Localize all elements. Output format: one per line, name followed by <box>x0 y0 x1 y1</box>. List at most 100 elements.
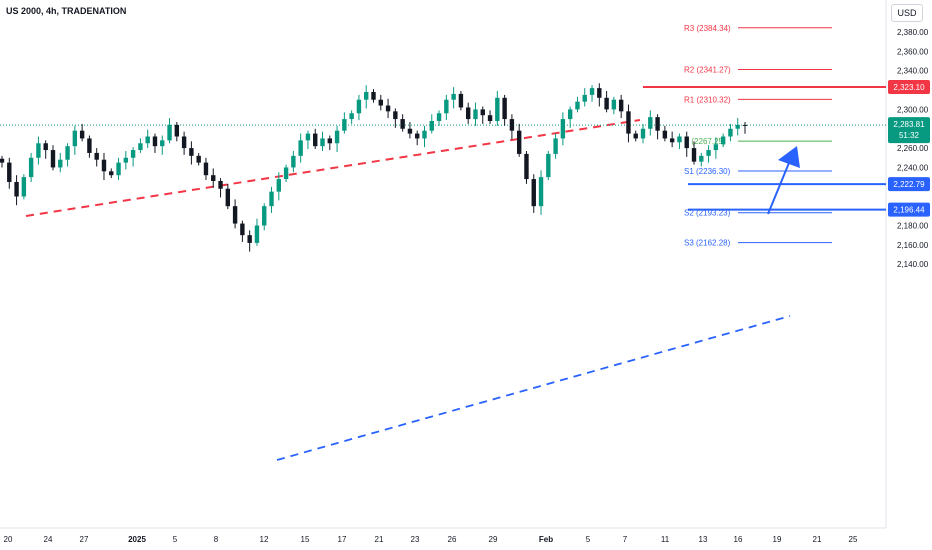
candle-body <box>364 91 369 100</box>
candle-body <box>465 107 471 120</box>
x-tick-label: 24 <box>44 535 53 544</box>
candle-body <box>371 91 376 100</box>
candle-body <box>254 225 260 243</box>
y-tick-label: 2,260.00 <box>897 144 929 153</box>
candle-body <box>487 115 493 122</box>
x-tick-label: 26 <box>448 535 457 544</box>
candle-body <box>247 235 252 243</box>
candle-body <box>58 159 63 168</box>
candle-body <box>611 99 617 110</box>
candle-body <box>181 136 187 149</box>
candle-body <box>28 157 34 178</box>
price-tag <box>888 202 930 217</box>
candle-body <box>232 206 238 224</box>
candle-body <box>283 167 289 180</box>
candle-body <box>451 93 456 100</box>
candle-body <box>597 88 602 98</box>
candle-body <box>145 136 150 144</box>
candle-body <box>633 133 638 139</box>
x-tick-label: 17 <box>338 535 347 544</box>
candle-body <box>240 223 245 236</box>
candle-body <box>152 136 158 147</box>
candle-body <box>276 179 282 192</box>
candle-body <box>509 119 515 131</box>
candle-body <box>138 143 143 151</box>
candle-body <box>473 109 478 120</box>
candle-body <box>211 175 216 181</box>
candle-body <box>116 162 121 176</box>
candle-body <box>262 206 267 226</box>
current-price-label: 2,283.81 <box>893 120 925 129</box>
candle-body <box>502 97 507 120</box>
pivot-label: R3 (2384.34) <box>684 24 731 33</box>
candle-body <box>516 130 522 154</box>
candle-body <box>50 150 56 168</box>
candle-body <box>72 130 78 147</box>
candle-body <box>327 138 332 144</box>
candle-body <box>349 113 354 120</box>
candle-body <box>648 117 653 129</box>
candle-body <box>524 153 529 180</box>
candle-body <box>378 99 383 106</box>
candle-body <box>640 128 646 139</box>
pivot-label: S3 (2162.28) <box>684 239 731 248</box>
candle-body <box>7 162 12 182</box>
candle-body <box>43 143 48 151</box>
candle-body <box>203 162 209 176</box>
candle-body <box>87 138 92 153</box>
candle-body <box>65 146 70 160</box>
y-tick-label: 2,360.00 <box>897 47 929 56</box>
candle-body <box>174 124 180 137</box>
x-tick-label: 5 <box>173 535 178 544</box>
candle-body <box>618 99 624 112</box>
x-tick-label: 12 <box>260 535 269 544</box>
candle-body <box>196 155 201 163</box>
candle-body <box>531 179 536 207</box>
x-tick-label: 25 <box>849 535 858 544</box>
candle-body <box>589 88 595 95</box>
candle-body <box>189 148 194 156</box>
candle-body <box>546 153 551 178</box>
candle-body <box>699 155 704 162</box>
candle-body <box>684 136 689 149</box>
candle-body <box>604 97 609 110</box>
candle-body <box>225 188 231 207</box>
candle-body <box>400 119 405 129</box>
x-tick-label: 21 <box>813 535 822 544</box>
x-tick-label: 29 <box>489 535 498 544</box>
x-tick-label: 23 <box>411 535 420 544</box>
candle-body <box>269 191 274 207</box>
candle-body <box>130 150 136 158</box>
y-tick-label: 2,160.00 <box>897 241 929 250</box>
candle-body <box>626 111 631 134</box>
candle-body <box>160 140 165 147</box>
y-tick-label: 2,180.00 <box>897 222 929 231</box>
x-tick-label: 11 <box>661 535 670 544</box>
candle-body <box>356 99 362 114</box>
y-tick-label: 2,380.00 <box>897 28 929 37</box>
x-tick-label: 20 <box>4 535 13 544</box>
candle-body <box>218 180 223 189</box>
candle-body <box>720 136 726 145</box>
candle-body <box>101 159 107 172</box>
x-tick-label: 13 <box>699 535 708 544</box>
candle-body <box>393 111 398 120</box>
candle-body <box>728 128 733 137</box>
candle-body <box>677 136 682 143</box>
candle-body <box>553 138 558 154</box>
candle-body <box>575 101 580 110</box>
y-tick-label: 2,140.00 <box>897 260 929 269</box>
candle-body <box>458 93 464 108</box>
projection-arrow-head <box>778 146 800 168</box>
candle-body <box>436 113 442 122</box>
candle-body <box>79 130 85 139</box>
currency-button[interactable]: USD <box>891 4 923 22</box>
candle-body <box>706 150 711 156</box>
x-tick-label: 2025 <box>128 535 146 544</box>
y-tick-label: 2,240.00 <box>897 163 929 172</box>
candle-body <box>560 119 566 139</box>
candle-body <box>21 177 27 197</box>
candle-body <box>567 109 573 120</box>
